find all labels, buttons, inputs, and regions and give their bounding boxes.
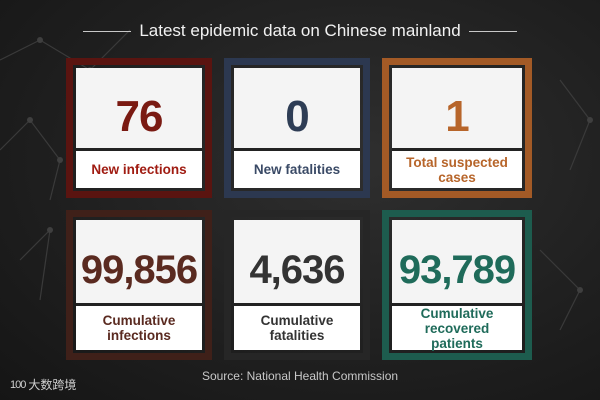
card-cumulative-fatalities: 4,636 Cumulative fatalities — [224, 210, 370, 360]
title-divider-right — [468, 30, 517, 32]
stat-value: 0 — [285, 92, 309, 141]
brand-name: 大数跨境 — [28, 378, 77, 392]
stat-value: 93,789 — [398, 248, 516, 292]
brand-logo-icon: 100 — [10, 378, 26, 391]
card-new-fatalities: 0 New fatalities — [224, 58, 370, 198]
card-cumulative-infections: 99,856 Cumulative infections — [66, 210, 212, 360]
stat-label: Cumulative infections — [76, 303, 202, 350]
stat-label: Cumulative recovered patients — [392, 303, 522, 351]
stat-value: 1 — [445, 92, 469, 141]
header: Latest epidemic data on Chinese mainland — [0, 18, 600, 44]
stat-value: 76 — [115, 92, 164, 141]
stat-value: 4,636 — [249, 248, 345, 292]
stat-label: New infections — [76, 148, 202, 188]
title-divider-left — [83, 30, 132, 32]
stat-label: New fatalities — [234, 148, 360, 188]
card-total-suspected: 1 Total suspected cases — [382, 58, 532, 198]
card-cumulative-recovered: 93,789 Cumulative recovered patients — [382, 210, 532, 360]
page-title: Latest epidemic data on Chinese mainland — [139, 21, 461, 40]
source-credit: Source: National Health Commission — [201, 369, 399, 383]
brand-watermark: 100 大数跨境 — [10, 376, 76, 393]
stat-value: 99,856 — [80, 248, 198, 292]
stat-label: Cumulative fatalities — [234, 303, 360, 350]
card-new-infections: 76 New infections — [66, 58, 212, 198]
stat-label: Total suspected cases — [392, 148, 522, 188]
